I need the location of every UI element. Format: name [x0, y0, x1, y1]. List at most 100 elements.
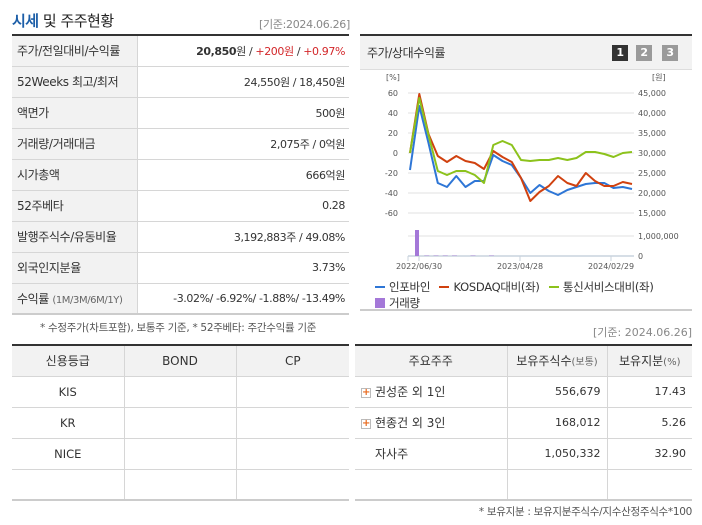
chart-legend: 인포바인 KOSDAQ대비(좌) 통신서비스대비(좌) 거래량: [375, 277, 660, 311]
row-value: 24,550원 / 18,450원: [137, 66, 349, 98]
bond-cell: [124, 469, 237, 501]
svg-text:35,000: 35,000: [638, 129, 666, 138]
svg-text:20,000: 20,000: [638, 189, 666, 198]
row-label: 발행주식수/유동비율: [12, 221, 138, 253]
legend-line-icon: [548, 286, 559, 288]
legend-item[interactable]: 통신서비스대비(좌): [548, 279, 654, 295]
svg-text:-60: -60: [385, 209, 398, 218]
cp-cell: [236, 469, 349, 501]
shares-cell: [507, 469, 608, 501]
table-row: 시가총액 666억원: [12, 159, 349, 191]
quote-note: * 수정주가(차트포함), 보통주 기준, * 52주베타: 주간수익률 기준: [40, 322, 317, 334]
gridlines: [408, 92, 634, 257]
holder-name-text: 권성준 외 1인: [375, 385, 446, 399]
svg-text:2024/02/29: 2024/02/29: [588, 262, 634, 271]
svg-text:-40: -40: [385, 189, 398, 198]
shares-cell: 168,012: [507, 407, 608, 439]
legend-square-icon: [375, 298, 385, 308]
bond-cell: [124, 407, 237, 439]
svg-text:1,000,000: 1,000,000: [638, 232, 679, 241]
chart-page-3-button[interactable]: 3: [662, 45, 678, 61]
return-label: 수익률: [17, 291, 49, 306]
svg-text:40: 40: [388, 109, 398, 118]
table-row: 주가/전일대비/수익률 20,850원 / +200원 / +0.97%: [12, 35, 349, 67]
svg-text:20: 20: [388, 129, 398, 138]
row-label: 52주베타: [12, 190, 138, 222]
svg-text:25,000: 25,000: [638, 169, 666, 178]
chart-page-2-button[interactable]: 2: [636, 45, 652, 61]
legend-item[interactable]: 거래량: [375, 295, 420, 311]
legend-label: 인포바인: [389, 280, 431, 294]
table-row: + 현종건 외 3인 168,012 5.26: [355, 407, 692, 439]
base-date: [기준:2024.06.26]: [258, 18, 350, 31]
price-value: 20,850원 / +200원 / +0.97%: [137, 35, 349, 67]
credit-rating-table: 신용등급 BOND CP KIS KR NICE: [12, 344, 349, 501]
header-text: 보유주식수: [516, 354, 572, 369]
legend-item[interactable]: KOSDAQ대비(좌): [439, 279, 540, 295]
legend-label: 거래량: [389, 296, 420, 310]
svg-text:0: 0: [393, 149, 398, 158]
table-row: NICE: [12, 438, 349, 470]
section-title: 시세 및 주주현황: [12, 10, 114, 31]
left-axis-ticks: 60 40 20 0 -20 -40 -60: [385, 89, 398, 218]
title-highlight: 시세: [12, 12, 39, 30]
chart-panel: 주가/상대수익률 1 2 3: [360, 34, 692, 311]
ratio-cell: [607, 469, 692, 501]
expand-plus-icon[interactable]: +: [361, 386, 371, 398]
expand-plus-icon[interactable]: +: [361, 417, 371, 429]
bond-cell: [124, 376, 237, 408]
agency-cell: [12, 469, 125, 501]
series-lines: [409, 93, 633, 202]
row-value: 666억원: [137, 159, 349, 191]
svg-text:40,000: 40,000: [638, 109, 666, 118]
cp-cell: [236, 407, 349, 439]
cp-cell: [236, 438, 349, 470]
chart-title: 주가/상대수익률: [367, 46, 446, 60]
column-header: 보유지분(%): [607, 345, 692, 377]
row-value: 3,192,883주 / 49.08%: [137, 221, 349, 253]
return-periods: (1M/3M/6M/1Y): [52, 294, 123, 306]
legend-label: KOSDAQ대비(좌): [453, 280, 540, 294]
ratio-cell: 17.43: [607, 376, 692, 408]
price-chart: [%] [원] 60 40 20 0 -20 -40 -60 45,000 40,000 35,…: [385, 73, 679, 271]
table-header-row: 신용등급 BOND CP: [12, 345, 349, 377]
legend-label: 통신서비스대비(좌): [562, 280, 654, 294]
major-shareholder-table: 주요주주 보유주식수(보통) 보유지분(%) + 권성준 외 1인 556,679 1…: [355, 344, 692, 501]
row-value: 2,075주 / 0억원: [137, 128, 349, 160]
table-row: 액면가 500원: [12, 97, 349, 129]
svg-text:-20: -20: [385, 169, 398, 178]
table-row: 발행주식수/유동비율 3,192,883주 / 49.08%: [12, 221, 349, 253]
row-value: 3.73%: [137, 252, 349, 284]
row-value: 0.28: [137, 190, 349, 222]
table-row: 외국인지분율 3.73%: [12, 252, 349, 284]
left-axis-unit: [%]: [386, 73, 400, 82]
row-label: 수익률 (1M/3M/6M/1Y): [12, 283, 138, 315]
table-row: [12, 469, 349, 501]
row-label: 시가총액: [12, 159, 138, 191]
table-row: + 권성준 외 1인 556,679 17.43: [355, 376, 692, 408]
quote-table: 주가/전일대비/수익률 20,850원 / +200원 / +0.97% 52W…: [12, 34, 349, 315]
row-label: 거래량/거래대금: [12, 128, 138, 160]
holder-note: * 보유지분 : 보유지분주식수/지수산정주식수*100: [478, 506, 692, 518]
table-row: 수익률 (1M/3M/6M/1Y) -3.02%/ -6.92%/ -1.88%/…: [12, 283, 349, 315]
row-label: 외국인지분율: [12, 252, 138, 284]
change-percent: +0.97%: [303, 44, 345, 58]
table-row: 거래량/거래대금 2,075주 / 0억원: [12, 128, 349, 160]
row-label: 주가/전일대비/수익률: [12, 35, 138, 67]
agency-cell: KR: [12, 407, 125, 439]
agency-cell: KIS: [12, 376, 125, 408]
chart-page-1-button[interactable]: 1: [612, 45, 628, 61]
svg-text:2022/06/30: 2022/06/30: [396, 262, 442, 271]
table-row: 자사주 1,050,332 32.90: [355, 438, 692, 470]
title-rest: 및 주주현황: [38, 12, 114, 30]
current-price: 20,850: [196, 44, 237, 58]
table-row: 52Weeks 최고/최저 24,550원 / 18,450원: [12, 66, 349, 98]
table-row: KIS: [12, 376, 349, 408]
separator: /: [293, 44, 304, 58]
row-value: 500원: [137, 97, 349, 129]
holder-name: + 현종건 외 3인: [355, 407, 508, 439]
cp-cell: [236, 376, 349, 408]
legend-item[interactable]: 인포바인: [375, 279, 430, 295]
svg-text:60: 60: [388, 89, 398, 98]
bond-cell: [124, 438, 237, 470]
